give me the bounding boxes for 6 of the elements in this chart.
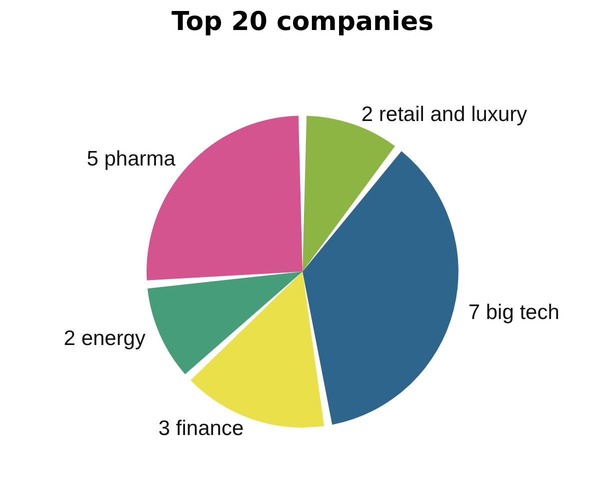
slice-label: 7 big tech bbox=[468, 300, 560, 324]
chart-title: Top 20 companies bbox=[171, 7, 434, 37]
slice-label: 2 energy bbox=[64, 326, 146, 350]
slice-label: 5 pharma bbox=[86, 148, 176, 171]
slice-label: 3 finance bbox=[158, 417, 244, 440]
slice-label: 2 retail and luxury bbox=[361, 103, 528, 126]
